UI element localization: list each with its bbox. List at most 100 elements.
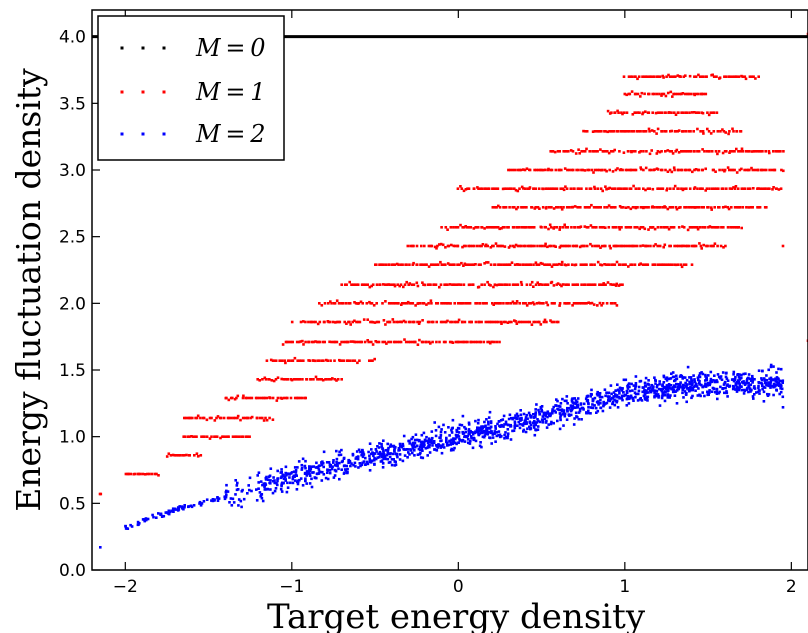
series-m1-point (737, 206, 740, 209)
series-m2-point (423, 438, 427, 442)
series-m1-point (658, 150, 662, 154)
series-m2-point (543, 417, 546, 420)
series-m1-point (536, 281, 539, 284)
series-m2-point (660, 388, 663, 392)
series-m2-point (368, 442, 372, 445)
series-m1-point (647, 206, 650, 209)
series-m1-point (323, 320, 326, 324)
series-m1-point (407, 340, 410, 344)
series-m1-point (697, 150, 701, 153)
series-m1-point (453, 320, 456, 324)
series-m1-point (312, 378, 315, 381)
series-m1-point (762, 168, 766, 172)
series-m1-point (653, 227, 657, 231)
series-m1-point (481, 243, 485, 246)
series-m1-point (403, 283, 407, 286)
series-m1-point (129, 472, 132, 476)
series-m2-point (280, 470, 283, 474)
series-m1-point (569, 187, 573, 190)
series-m1-point (374, 340, 377, 343)
series-m1-point (392, 302, 395, 305)
series-m2-point (257, 481, 260, 484)
series-m1-point (596, 206, 599, 209)
series-m2-point (675, 389, 679, 392)
series-m1-point (638, 227, 641, 231)
series-m1-point (307, 320, 310, 324)
series-m2-point (569, 413, 573, 417)
series-m1-point (476, 340, 479, 344)
series-m1-point (507, 246, 511, 249)
series-m2-point (739, 385, 742, 388)
series-m1-point (780, 168, 783, 172)
series-m1-point (634, 150, 637, 153)
series-m1-point (676, 74, 680, 77)
series-m2-point (460, 439, 464, 443)
series-m1-point (372, 304, 376, 307)
series-m2-point (481, 425, 485, 428)
series-m2-point (426, 439, 429, 442)
series-m2-point (178, 505, 181, 508)
series-m1-point (682, 130, 685, 133)
series-m1-point (651, 263, 655, 266)
series-m2-point (626, 387, 630, 390)
series-m2-point (415, 438, 419, 442)
series-m1-point (768, 168, 771, 172)
series-m2-point (481, 426, 485, 430)
series-m1-point (589, 187, 593, 190)
series-m2-point (469, 439, 472, 443)
series-m1-point (715, 187, 718, 190)
series-m2-point (595, 411, 598, 414)
series-m2-point (263, 488, 267, 491)
series-m1-point (444, 263, 447, 266)
series-m2-point (576, 403, 580, 407)
series-m2-point (481, 430, 484, 434)
series-m1-point (536, 206, 540, 209)
series-m1-point (757, 206, 760, 209)
series-m1-point (524, 263, 528, 266)
series-m2-point (286, 481, 289, 485)
series-m2-point (171, 507, 175, 510)
series-m2-point (321, 462, 325, 465)
series-m1-point (622, 187, 625, 190)
series-m2-point (704, 382, 707, 385)
series-m2-point (753, 385, 756, 388)
series-m1-point (572, 302, 576, 305)
series-m2-point (688, 380, 691, 384)
series-m2-point (611, 400, 615, 404)
series-m2-point (691, 382, 694, 385)
series-m1-point (612, 244, 616, 248)
series-m2-point (734, 375, 737, 379)
series-m2-point (536, 425, 540, 428)
series-m1-point (483, 262, 486, 265)
series-m1-point (327, 378, 331, 381)
series-m2-point (335, 457, 339, 461)
series-m2-point (340, 468, 343, 471)
series-m1-point (562, 206, 565, 209)
series-m1-point (491, 226, 494, 229)
series-m2-point (480, 425, 483, 428)
series-m1-point (442, 340, 446, 344)
series-m2-point (534, 415, 537, 419)
series-m2-point (593, 396, 597, 400)
series-m2-point (422, 431, 426, 435)
series-m2-point (664, 377, 668, 380)
series-m1-point (466, 226, 469, 229)
series-m1-point (599, 263, 602, 266)
series-m2-point (392, 458, 395, 461)
series-m1-point (331, 320, 335, 324)
series-m1-point (496, 187, 500, 190)
series-m1-point (544, 226, 547, 229)
series-m1-point (368, 359, 371, 362)
series-m1-point (294, 378, 298, 381)
series-m1-point (582, 283, 586, 286)
series-m1-point (508, 206, 511, 209)
series-m2-point (273, 481, 276, 485)
series-m1-point (670, 129, 673, 133)
series-m2-point (364, 463, 367, 466)
series-m1-point (634, 168, 638, 172)
series-m1-point (764, 187, 767, 190)
series-m2-point (622, 378, 626, 382)
series-m2-point (421, 449, 424, 452)
series-m1-point (713, 242, 717, 245)
series-m2-point (280, 475, 283, 478)
